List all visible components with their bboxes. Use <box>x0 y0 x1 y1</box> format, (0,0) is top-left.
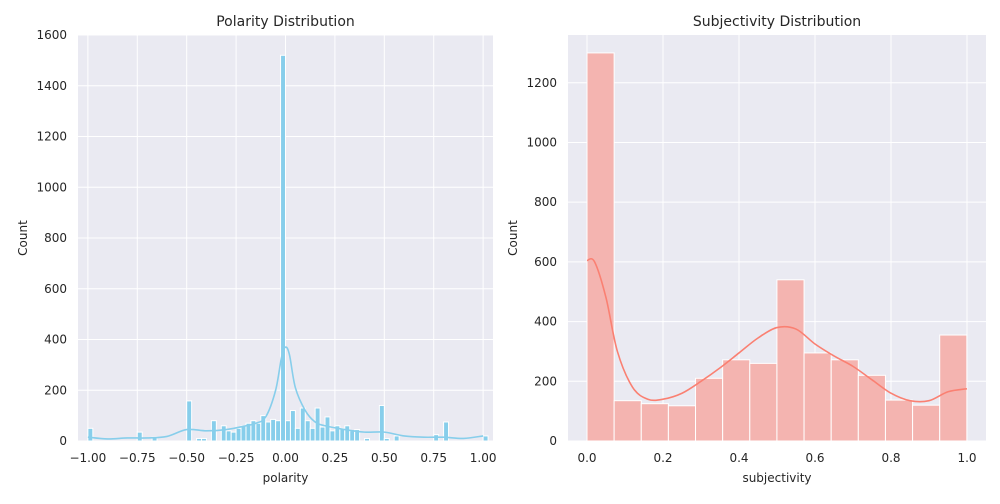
histogram-bar <box>230 431 237 442</box>
histogram-bar <box>939 334 968 442</box>
y-tick-label: 1400 <box>36 79 67 93</box>
histogram-bar <box>304 420 311 442</box>
histogram-bar <box>299 407 306 442</box>
y-tick-label: 600 <box>534 255 557 269</box>
y-tick-label: 800 <box>44 231 67 245</box>
y-axis-label: Count <box>506 220 520 256</box>
y-tick-label: 1000 <box>36 180 67 194</box>
histogram-bar <box>255 422 262 442</box>
chart-title: Polarity Distribution <box>216 14 355 30</box>
histogram-bar <box>912 404 941 442</box>
x-tick-label: 0.50 <box>371 451 398 465</box>
x-axis-label: polarity <box>263 471 309 485</box>
x-tick-label: −1.00 <box>69 451 106 465</box>
histogram-bar <box>884 399 914 442</box>
histogram-bar <box>275 420 282 442</box>
x-tick-label: 0.75 <box>420 451 447 465</box>
histogram-bar <box>349 430 356 442</box>
x-tick-label: 1.00 <box>470 451 497 465</box>
kde-line <box>586 257 968 403</box>
histogram-bar <box>285 420 291 442</box>
histogram-bar <box>136 431 143 442</box>
histogram-bar <box>695 377 724 442</box>
x-tick-label: 0.6 <box>805 451 824 465</box>
histogram-bar <box>776 279 805 442</box>
x-tick-label: 1.0 <box>957 451 976 465</box>
histogram-bar <box>354 429 361 442</box>
histogram-bar <box>640 403 669 442</box>
histogram-bar <box>319 426 326 442</box>
histogram-bar <box>586 52 615 442</box>
histogram-bar <box>294 427 301 442</box>
x-tick-label: 0.2 <box>653 451 672 465</box>
histogram-bar <box>482 435 489 442</box>
histogram-bar <box>240 425 247 442</box>
chart-panel-1: −1.00 −0.75 −0.50 −0.25 0.00 0.25 0.50 0.75 1.00… <box>16 14 496 485</box>
y-axis-label: Count <box>16 220 30 256</box>
y-tick-label: 400 <box>44 333 67 347</box>
histogram-bar <box>225 430 232 442</box>
histogram-bar <box>87 427 94 442</box>
histogram-bar <box>329 430 336 442</box>
histogram-bar <box>857 374 886 442</box>
y-tick-label: 0 <box>549 434 557 448</box>
x-tick-label: −0.50 <box>168 451 205 465</box>
y-tick-label: 1600 <box>36 28 67 42</box>
histogram-bar <box>830 359 859 442</box>
y-tick-label: 200 <box>534 374 557 388</box>
x-axis-label: subjectivity <box>742 471 811 485</box>
histogram-bar <box>722 359 751 442</box>
histogram-bar <box>443 421 450 442</box>
histogram-bar <box>613 400 642 442</box>
histogram-bar <box>749 362 778 442</box>
histogram-bar <box>378 404 385 442</box>
y-tick-label: 0 <box>59 434 67 448</box>
chart-title: Subjectivity Distribution <box>693 14 861 30</box>
x-tick-label: 0.00 <box>272 451 299 465</box>
histogram-bar <box>344 425 351 442</box>
y-tick-label: 1200 <box>526 76 557 90</box>
histogram-bar <box>196 437 203 442</box>
y-tick-label: 800 <box>534 195 557 209</box>
y-tick-label: 400 <box>534 315 557 329</box>
histogram-bar <box>201 437 207 442</box>
histogram-bar <box>235 427 242 442</box>
chart-panel-2: 0.0 0.2 0.4 0.6 0.8 1.0 0 200 400 600 800 1000 1200 S… <box>506 14 986 485</box>
histogram-bar <box>803 352 832 442</box>
histogram-bar <box>667 405 697 442</box>
histogram-bar <box>265 421 272 442</box>
x-tick-label: 0.8 <box>881 451 900 465</box>
histogram-bar <box>383 437 390 442</box>
histogram-bar <box>220 425 227 442</box>
histogram-bar <box>289 410 296 442</box>
kde-line <box>87 346 484 440</box>
histogram-bar <box>324 416 331 442</box>
y-tick-label: 1000 <box>526 135 557 149</box>
x-tick-label: 0.25 <box>322 451 349 465</box>
histogram-bar <box>280 54 286 442</box>
y-tick-label: 600 <box>44 282 67 296</box>
y-tick-label: 1200 <box>36 130 67 144</box>
y-tick-label: 200 <box>44 383 67 397</box>
x-tick-label: 0.0 <box>577 451 596 465</box>
histogram-bar <box>364 437 370 442</box>
x-tick-label: −0.75 <box>119 451 156 465</box>
x-tick-label: 0.4 <box>729 451 748 465</box>
histogram-bar <box>393 435 400 442</box>
histogram-bar <box>186 400 193 442</box>
x-tick-label: −0.25 <box>218 451 255 465</box>
histogram-bar <box>309 427 316 442</box>
histogram-bar <box>270 418 277 442</box>
